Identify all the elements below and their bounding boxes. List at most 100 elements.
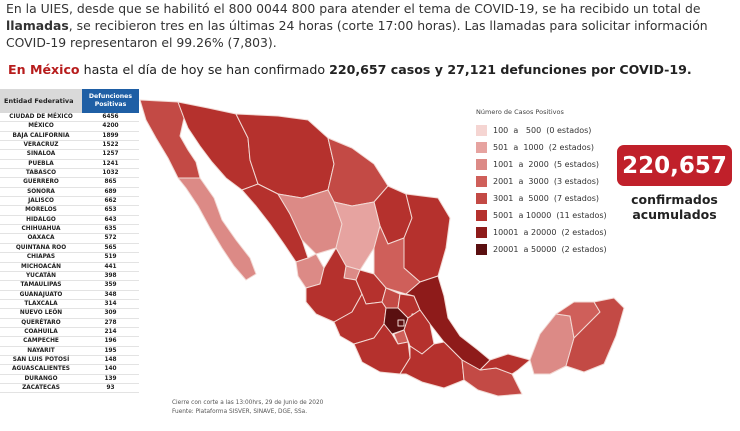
row-entity-name: OAXACA [27,235,55,242]
row-entity-name: MICHOACÁN [21,263,61,270]
table-row: SONORA 689 [0,188,139,198]
row-deaths-value: 635 [104,226,117,233]
counter-label-line-2: acumulados [632,207,717,222]
headline-middle: hasta el día de hoy se han confirmado [79,62,330,77]
row-entity-name: CAMPECHE [23,338,59,345]
legend-item: 100 a 500 (0 estados) [476,122,607,139]
legend-item: 10001 a 20000 (2 estados) [476,224,607,241]
state-tamaulipas [403,193,451,283]
state-cdmx [397,319,405,327]
intro-line-2-rest: , se recibieron tres en las últimas 24 h… [68,18,708,33]
legend-item: 5001 a 10000 (11 estados) [476,207,607,224]
row-deaths-value: 441 [104,263,117,270]
counter-label-line-1: confirmados [631,192,718,207]
row-deaths-value: 1241 [102,160,119,167]
row-deaths-value: 93 [106,384,115,391]
row-entity-name: DURANGO [24,375,58,382]
row-deaths-value: 278 [104,319,117,326]
headline-prefix: En México [8,62,80,77]
table-row: GUERRERO 865 [0,178,139,188]
row-entity-name: TABASCO [25,170,57,177]
legend-label: 20001 a 50000 (2 estados) [493,245,607,254]
row-entity-name: JALISCO [28,198,54,205]
table-row: MICHOACÁN 441 [0,263,139,272]
row-deaths-value: 348 [104,291,117,298]
source-note: Cierre con corte a las 13:00hrs, 29 de J… [172,399,323,417]
row-deaths-value: 572 [104,235,117,242]
legend-swatch [476,159,487,170]
table-row: DURANGO 139 [0,375,139,384]
row-entity-name: VERACRUZ [23,142,59,149]
header-entity: Entidad Federativa [0,89,82,113]
state-zacatecas [333,201,381,271]
table-row: SAN LUIS POTOSÍ 148 [0,356,139,366]
table-row: TLAXCALA 314 [0,300,139,310]
row-entity-name: GUANAJUATO [19,291,63,298]
table-row: HIDALGO 643 [0,216,139,226]
table-row: YUCATÁN 398 [0,272,139,282]
row-entity-name: NUEVO LEÓN [19,310,63,317]
table-row: MÉXICO 4200 [0,122,139,132]
source-line-1: Cierre con corte a las 13:00hrs, 29 de J… [172,400,324,406]
row-entity-name: TLAXCALA [24,300,58,307]
table-row: JALISCO 662 [0,197,139,207]
row-entity-name: BAJA CALIFORNIA [12,132,70,139]
row-deaths-value: 139 [104,375,117,382]
legend-item: 1001 a 2000 (5 estados) [476,156,607,173]
row-deaths-value: 6456 [102,114,119,120]
row-deaths-value: 195 [104,347,117,354]
table-row: TAMAULIPAS 359 [0,281,139,291]
table-row: CAMPECHE 196 [0,337,139,347]
legend-item: 20001 a 50000 (2 estados) [476,241,607,258]
table-row: TABASCO 1032 [0,169,139,179]
row-entity-name: QUINTANA ROO [15,244,67,251]
row-deaths-value: 140 [104,366,117,373]
table-body: CIUDAD DE MÉXICO 6456 MÉXICO 4200 BAJA CALIF… [0,113,139,394]
row-entity-name: MORELOS [25,207,57,214]
legend-label: 100 a 500 (0 estados) [493,126,592,135]
row-deaths-value: 1522 [102,142,119,149]
table-row: VERACRUZ 1522 [0,141,139,151]
row-entity-name: YUCATÁN [25,272,57,279]
state-oaxaca [399,341,465,389]
row-deaths-value: 689 [104,188,117,195]
legend-item: 3001 a 5000 (7 estados) [476,190,607,207]
intro-calls-bold: llamadas [6,18,69,33]
row-entity-name: SAN LUIS POTOSÍ [12,356,70,363]
table-row: PUEBLA 1241 [0,160,139,170]
row-deaths-value: 865 [104,179,117,186]
legend-swatch [476,176,487,187]
row-deaths-value: 4200 [102,123,119,130]
table-row: NUEVO LEÓN 309 [0,309,139,319]
row-entity-name: NAYARIT [27,347,55,354]
legend-label: 5001 a 10000 (11 estados) [493,211,607,220]
state-tabasco [479,353,531,375]
legend-swatch [476,193,487,204]
legend-swatch [476,142,487,153]
row-entity-name: SINALOA [26,151,56,158]
source-line-2: Fuente: Plataforma SISVER, SINAVE, DGE, … [172,409,308,415]
row-entity-name: SONORA [27,188,55,195]
legend-swatch [476,227,487,238]
row-deaths-value: 214 [104,328,117,335]
table-row: COAHUILA 214 [0,328,139,338]
table-row: NAYARIT 195 [0,347,139,356]
row-entity-name: HIDALGO [26,216,56,223]
map-legend: Número de Casos Positivos 100 a 500 (0 e… [476,108,607,258]
legend-label: 10001 a 20000 (2 estados) [493,228,607,237]
state-guerrero [353,323,411,375]
legend-item: 501 a 1000 (2 estados) [476,139,607,156]
row-deaths-value: 196 [104,338,117,345]
legend-label: 3001 a 5000 (7 estados) [493,194,600,203]
deaths-table: Entidad Federativa Defunciones Positivas… [0,89,139,394]
intro-line-2: llamadas, se recibieron tres en las últi… [6,17,736,34]
row-entity-name: MÉXICO [28,123,54,130]
row-entity-name: PUEBLA [28,160,54,167]
row-deaths-value: 662 [104,198,117,205]
row-deaths-value: 148 [104,356,117,363]
row-entity-name: QUERÉTARO [21,319,61,326]
row-entity-name: CHIHUAHUA [21,226,61,233]
legend-swatch [476,125,487,136]
legend-items: 100 a 500 (0 estados) 501 a 1000 (2 estad… [476,122,607,258]
intro-line-3: COVID-19 representaron el 99.26% (7,803)… [6,35,277,50]
